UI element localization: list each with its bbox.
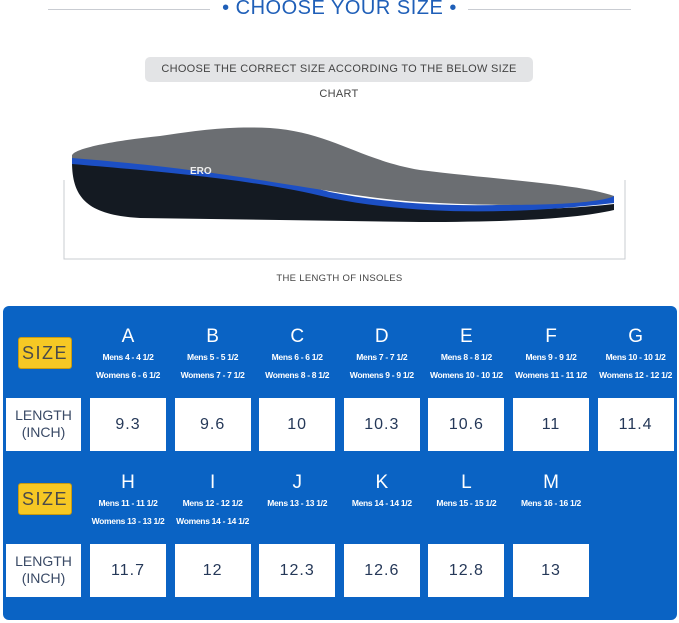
length-value: 11 [513, 398, 589, 451]
length-value: 12 [174, 544, 251, 597]
insole-caption: THE LENGTH OF INSOLES [276, 273, 403, 284]
size-letter: B [206, 326, 219, 347]
mens-size: Mens 11 - 11 1/2 [98, 498, 158, 508]
mens-size: Mens 15 - 15 1/2 [436, 498, 497, 508]
size-column-b: B Mens 5 - 5 1/2 Womens 7 - 7 1/2 [171, 326, 255, 382]
size-column-h: H Mens 11 - 11 1/2 Womens 13 - 13 1/2 [86, 472, 170, 528]
size-letter: F [545, 326, 557, 347]
size-column-c: C Mens 6 - 6 1/2 Womens 8 - 8 1/2 [255, 326, 339, 382]
size-column-d: D Mens 7 - 7 1/2 Womens 9 - 9 1/2 [340, 326, 424, 382]
womens-size [340, 516, 424, 528]
size-letter: D [374, 326, 389, 347]
length-value: 12.3 [259, 544, 336, 597]
brand-logo: ERO [190, 166, 212, 177]
mens-size: Mens 8 - 8 1/2 [440, 352, 492, 362]
size-letter: C [290, 326, 305, 347]
womens-size: Womens 9 - 9 1/2 [349, 370, 414, 380]
mens-size: Mens 4 - 4 1/2 [102, 352, 154, 362]
mens-size: Mens 7 - 7 1/2 [356, 352, 408, 362]
size-column-l: L Mens 15 - 15 1/2 [424, 472, 508, 528]
length-label: LENGTH (INCH) [6, 544, 81, 597]
womens-size: Womens 12 - 12 1/2 [599, 370, 673, 380]
length-value: 12.8 [428, 544, 505, 597]
size-letter: K [375, 472, 389, 493]
mens-size: Mens 9 - 9 1/2 [525, 352, 577, 362]
womens-size: Womens 11 - 11 1/2 [515, 370, 587, 380]
size-letter: J [292, 472, 302, 493]
length-value: 12.6 [343, 544, 420, 597]
subtitle-pill: CHOOSE THE CORRECT SIZE ACCORDING TO THE… [145, 57, 533, 100]
size-column-k: K Mens 14 - 14 1/2 [340, 472, 424, 528]
page-title: • CHOOSE YOUR SIZE • [222, 0, 457, 19]
womens-size: Womens 6 - 6 1/2 [95, 370, 160, 380]
size-column-m: M Mens 16 - 16 1/2 [509, 472, 593, 528]
size-column-j: J Mens 13 - 13 1/2 [255, 472, 339, 528]
length-value: 10.6 [428, 398, 505, 451]
womens-size: Womens 14 - 14 1/2 [176, 516, 250, 526]
mens-size: Mens 16 - 16 1/2 [521, 498, 581, 508]
mens-size: Mens 13 - 13 1/2 [267, 498, 328, 508]
womens-size: Womens 7 - 7 1/2 [180, 370, 245, 380]
length-value: 13 [513, 544, 589, 597]
size-column-a: A Mens 4 - 4 1/2 Womens 6 - 6 1/2 [86, 326, 170, 382]
divider-left [48, 9, 210, 10]
insole-top [72, 127, 614, 205]
divider-right [468, 9, 631, 10]
size-column-i: I Mens 12 - 12 1/2 Womens 14 - 14 1/2 [171, 472, 255, 528]
womens-size [424, 516, 508, 528]
size-letter: G [628, 326, 643, 347]
womens-size: Womens 10 - 10 1/2 [429, 370, 503, 380]
womens-size: Womens 8 - 8 1/2 [265, 370, 330, 380]
size-letter: L [461, 472, 472, 493]
length-value: 9.3 [90, 398, 166, 451]
length-value: 9.6 [174, 398, 251, 451]
womens-size: Womens 13 - 13 1/2 [91, 516, 165, 526]
size-letter: A [121, 326, 135, 347]
mens-size: Mens 10 - 10 1/2 [605, 352, 666, 362]
size-column-g: G Mens 10 - 10 1/2 Womens 12 - 12 1/2 [594, 326, 678, 382]
mens-size: Mens 14 - 14 1/2 [351, 498, 412, 508]
mens-size: Mens 6 - 6 1/2 [271, 352, 323, 362]
length-value: 11.7 [90, 544, 166, 597]
insole-image: ERO [63, 127, 626, 260]
size-column-f: F Mens 9 - 9 1/2 Womens 11 - 11 1/2 [509, 326, 593, 382]
size-badge: SIZE [18, 337, 72, 369]
size-badge: SIZE [18, 483, 72, 515]
mens-size: Mens 5 - 5 1/2 [187, 352, 239, 362]
length-value: 10.3 [343, 398, 420, 451]
length-value: 11.4 [597, 398, 674, 451]
size-letter: M [543, 472, 559, 493]
size-letter: E [460, 326, 473, 347]
length-label: LENGTH (INCH) [6, 398, 81, 451]
size-letter: H [121, 472, 135, 493]
mens-size: Mens 12 - 12 1/2 [182, 498, 243, 508]
womens-size [509, 516, 593, 528]
womens-size [255, 516, 339, 528]
size-letter: I [209, 472, 216, 493]
length-bracket [63, 180, 626, 260]
length-value: 10 [259, 398, 336, 451]
size-column-e: E Mens 8 - 8 1/2 Womens 10 - 10 1/2 [424, 326, 508, 382]
